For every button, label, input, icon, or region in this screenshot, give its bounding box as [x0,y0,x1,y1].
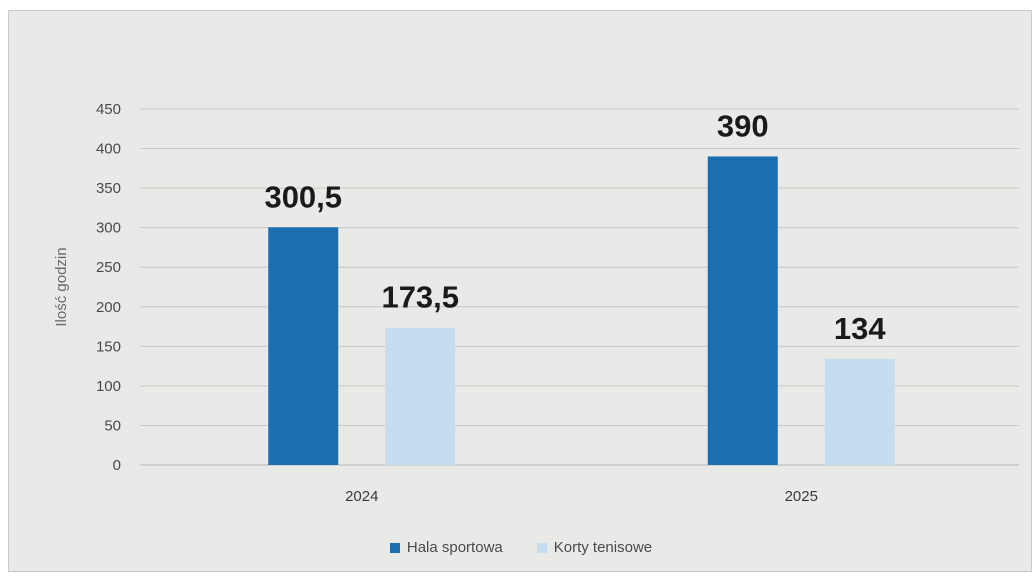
y-tick-label-150: 150 [96,338,121,355]
bar-korty-tenisowe-2025 [824,358,895,465]
data-label-hala-sportowa-2024: 300,5 [264,179,342,214]
legend-item-hala-sportowa: Hala sportowa [389,539,503,556]
data-label-korty-tenisowe-2024: 173,5 [381,280,459,315]
y-tick-label-0: 0 [113,457,121,474]
y-axis-title: Ilość godzin [53,247,70,326]
y-tick-label-300: 300 [96,220,121,237]
x-tick-label-2025: 2025 [785,488,818,505]
y-tick-label-100: 100 [96,378,121,395]
y-tick-label-200: 200 [96,299,121,316]
legend-swatch-hala-sportowa [389,542,400,553]
chart-legend: Hala sportowa Korty tenisowe [9,539,1033,556]
y-tick-label-450: 450 [96,101,121,118]
x-tick-label-2024: 2024 [345,488,378,505]
bar-chart: 0 50 100 150 200 250 300 350 400 450 Ilość godzin 3… [53,101,1019,505]
legend-swatch-korty-tenisowe [536,542,547,553]
legend-label-hala-sportowa: Hala sportowa [406,539,503,556]
legend-label-korty-tenisowe: Korty tenisowe [553,539,653,556]
bar-hala-sportowa-2024 [268,227,339,465]
legend-item-korty-tenisowe: Korty tenisowe [536,539,653,556]
chart-frame: 0 50 100 150 200 250 300 350 400 450 Ilość godzin 3… [8,10,1032,572]
y-tick-label-50: 50 [104,417,121,434]
data-label-korty-tenisowe-2025: 134 [834,311,886,346]
y-tick-label-250: 250 [96,259,121,276]
y-tick-label-350: 350 [96,180,121,197]
data-label-hala-sportowa-2025: 390 [717,108,769,143]
bar-hala-sportowa-2025 [707,156,778,465]
y-tick-label-400: 400 [96,141,121,158]
bar-korty-tenisowe-2024 [385,327,456,465]
